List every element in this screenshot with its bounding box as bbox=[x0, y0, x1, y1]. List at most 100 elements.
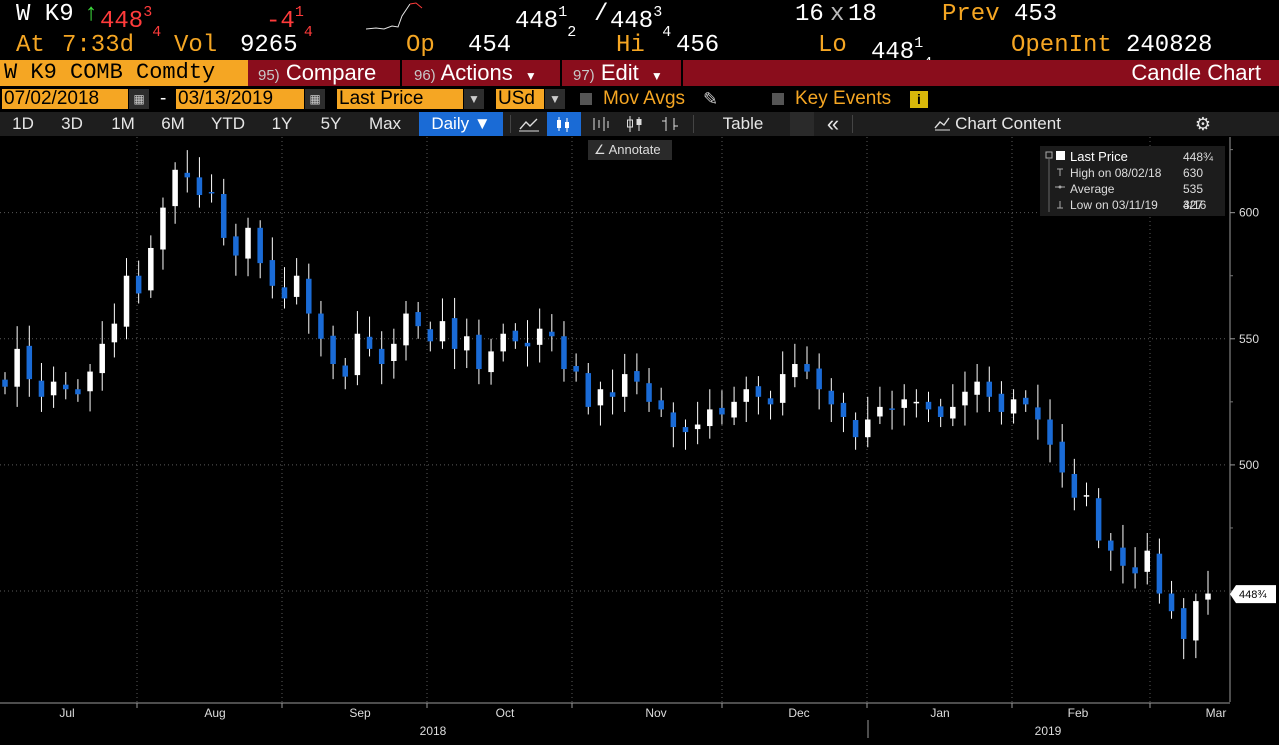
candle bbox=[148, 235, 154, 298]
candle-body bbox=[281, 287, 288, 299]
candle-body bbox=[1168, 593, 1175, 612]
candle bbox=[1035, 384, 1041, 440]
candle-body bbox=[512, 330, 519, 342]
chart-content-button[interactable]: Chart Content bbox=[912, 112, 1082, 136]
candle-body bbox=[1120, 547, 1126, 566]
net-change: -414 bbox=[266, 4, 313, 41]
ask-price: 44834 bbox=[610, 4, 672, 41]
candle-body bbox=[804, 364, 810, 372]
annotate-button[interactable]: ∠ Annotate bbox=[588, 140, 672, 160]
candle-body bbox=[901, 399, 907, 408]
end-date-field[interactable]: 03/13/2019 bbox=[176, 89, 304, 109]
pencil-icon[interactable]: ✎ bbox=[703, 89, 719, 109]
candle-body bbox=[792, 364, 798, 378]
legend-last-price-label: Last Price bbox=[1070, 149, 1128, 164]
key-events-label[interactable]: Key Events bbox=[795, 88, 892, 109]
candle bbox=[609, 369, 616, 415]
compare-button[interactable]: 95) Compare bbox=[252, 60, 402, 86]
mov-avgs-checkbox[interactable] bbox=[580, 93, 592, 105]
candle-body bbox=[75, 389, 81, 395]
candle-body bbox=[14, 348, 20, 387]
candle bbox=[354, 311, 361, 386]
x-tick-label: Jan bbox=[930, 706, 949, 720]
candle bbox=[925, 391, 932, 423]
candle-body bbox=[1205, 593, 1211, 600]
candle bbox=[852, 412, 859, 450]
candle bbox=[767, 390, 774, 420]
range-ytd-button[interactable]: YTD bbox=[211, 114, 245, 133]
edit-menu[interactable]: 97) Edit ▼ bbox=[567, 60, 683, 86]
candle bbox=[1168, 580, 1175, 619]
candle bbox=[670, 402, 677, 448]
legend-average-label: Average bbox=[1070, 182, 1115, 196]
candle-body bbox=[123, 275, 130, 327]
candle-body bbox=[1180, 608, 1187, 639]
range-1y-button[interactable]: 1Y bbox=[271, 114, 293, 133]
candle-body bbox=[378, 348, 385, 365]
candle bbox=[2, 372, 8, 395]
sparkline bbox=[366, 2, 423, 30]
chart-canvas[interactable]: 600 550 500 448¾ Jul Aug Sep Oct Nov Dec Jan Feb Ma… bbox=[0, 137, 1279, 740]
candle bbox=[500, 323, 506, 362]
hollow-candle-icon[interactable] bbox=[620, 112, 648, 136]
range-1d-button[interactable]: 1D bbox=[12, 114, 34, 133]
calendar-icon[interactable]: ▦ bbox=[305, 89, 325, 109]
field-select[interactable]: Last Price bbox=[337, 89, 463, 109]
actions-menu[interactable]: 96) Actions ▼ bbox=[408, 60, 562, 86]
table-button[interactable]: Table bbox=[722, 114, 764, 133]
last-price-tag-bg bbox=[1230, 585, 1276, 604]
open-value: 454 bbox=[468, 32, 512, 59]
info-icon[interactable]: i bbox=[910, 91, 928, 108]
bar-chart-icon[interactable] bbox=[586, 112, 614, 136]
candle-body bbox=[549, 331, 555, 337]
candle bbox=[634, 353, 640, 395]
line-chart-icon[interactable] bbox=[515, 112, 543, 136]
vol-label: Vol bbox=[174, 32, 218, 59]
ohlc-bar-icon[interactable] bbox=[656, 112, 684, 136]
start-date-field[interactable]: 07/02/2018 bbox=[2, 89, 128, 109]
candle-body bbox=[184, 172, 191, 178]
candle-body bbox=[707, 409, 713, 427]
candle-body bbox=[852, 420, 859, 438]
settings-gear-icon[interactable]: ⚙ bbox=[1194, 114, 1212, 134]
candle-body bbox=[1108, 540, 1114, 551]
candle-body bbox=[391, 343, 397, 361]
bid-ask-separator: / bbox=[594, 1, 609, 28]
candle bbox=[233, 223, 239, 276]
currency-select[interactable]: USd bbox=[496, 89, 544, 109]
candle bbox=[306, 263, 312, 334]
compare-number: 95) bbox=[258, 67, 280, 84]
actions-label: Actions bbox=[440, 60, 513, 85]
range-5y-button[interactable]: 5Y bbox=[320, 114, 342, 133]
range-1m-button[interactable]: 1M bbox=[111, 114, 135, 133]
field-dropdown-icon[interactable]: ▼ bbox=[464, 89, 484, 109]
mov-avgs-label[interactable]: Mov Avgs bbox=[603, 88, 686, 109]
candle-body bbox=[366, 336, 373, 349]
candle bbox=[682, 419, 689, 450]
candle-chart-icon[interactable] bbox=[547, 112, 581, 136]
x-year-label: 2018 bbox=[420, 724, 447, 738]
range-3d-button[interactable]: 3D bbox=[61, 114, 83, 133]
range-6m-button[interactable]: 6M bbox=[161, 114, 185, 133]
security-field[interactable]: W K9 COMB Comdty bbox=[0, 60, 248, 86]
candle-body bbox=[293, 275, 300, 297]
candle-body bbox=[840, 402, 847, 417]
currency-dropdown-icon[interactable]: ▼ bbox=[545, 89, 565, 109]
candle-body bbox=[245, 227, 251, 259]
period-select[interactable]: Daily ▼ bbox=[419, 112, 503, 136]
candle bbox=[937, 398, 944, 428]
collapse-button[interactable]: « bbox=[826, 111, 840, 136]
candle bbox=[318, 300, 324, 357]
ticker-symbol: W K9 bbox=[16, 1, 74, 28]
range-max-button[interactable]: Max bbox=[368, 114, 402, 133]
candle bbox=[38, 363, 45, 412]
actions-caret-icon: ▼ bbox=[524, 69, 537, 83]
calendar-icon[interactable]: ▦ bbox=[129, 89, 149, 109]
candle bbox=[816, 353, 822, 410]
candle bbox=[913, 389, 920, 418]
actions-number: 96) bbox=[414, 67, 436, 84]
candle-chart[interactable]: 600 550 500 448¾ Jul Aug Sep Oct Nov Dec Jan Feb Ma… bbox=[0, 137, 1279, 740]
key-events-checkbox[interactable] bbox=[772, 93, 784, 105]
candle bbox=[378, 331, 385, 385]
candle-body bbox=[220, 194, 227, 238]
